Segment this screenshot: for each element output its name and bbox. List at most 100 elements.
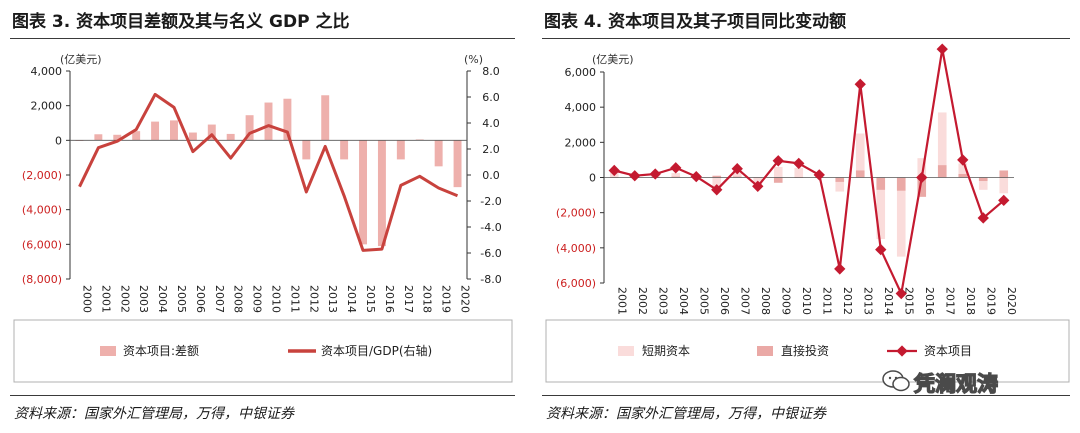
- point-capital-2009: [772, 155, 784, 167]
- bar-2003: [132, 131, 141, 141]
- bar-direct-invest-2019: [978, 177, 988, 182]
- bar-short-term-2019: [978, 177, 988, 190]
- point-capital-2006: [711, 184, 723, 196]
- x-tick-label: 2001: [615, 287, 628, 315]
- chart-title: 图表 3. 资本项目差额及其与名义 GDP 之比: [12, 12, 350, 32]
- x-tick-label: 2020: [459, 285, 472, 313]
- x-tick-label: 2020: [1005, 287, 1018, 315]
- y-tick-label-left: (4,000): [22, 204, 62, 217]
- bar-direct-invest-2004: [671, 176, 681, 178]
- y-tick-label-left: (6,000): [22, 238, 62, 251]
- y-axis-label-right: (%): [464, 53, 483, 66]
- bar-2017: [396, 140, 405, 160]
- y-tick-label-left: (8,000): [22, 273, 62, 286]
- source-divider: [10, 395, 515, 396]
- y-tick-label: 4,000: [565, 101, 597, 114]
- point-capital-2014: [875, 243, 887, 256]
- x-tick-label: 2003: [137, 285, 150, 313]
- bar-direct-invest-2015: [896, 177, 906, 191]
- x-tick-label: 2018: [421, 285, 434, 313]
- y-tick-label-right: -2.0: [480, 195, 501, 208]
- y-tick-label: 6,000: [565, 66, 597, 79]
- legend-label-direct-invest: 直接投资: [781, 343, 829, 358]
- wechat-icon: [882, 370, 910, 392]
- chart-panel-capital-balance: 图表 3. 资本项目差额及其与名义 GDP 之比 (亿美元) (%) 4,000…: [0, 0, 525, 433]
- legend-swatch-bar: [100, 346, 116, 356]
- x-tick-label: 2000: [80, 285, 93, 313]
- chart-title: 图表 4. 资本项目及其子项目同比变动额: [544, 12, 847, 32]
- y-tick-label: (2,000): [556, 207, 596, 220]
- legend-swatch-short-term: [618, 346, 634, 356]
- y-tick-label-left: 0: [55, 134, 62, 147]
- bar-short-term-2018: [958, 163, 968, 178]
- x-tick-label: 2018: [964, 287, 977, 315]
- y-tick-label: 2,000: [565, 136, 597, 149]
- legend-label-line: 资本项目/GDP(右轴): [321, 343, 432, 358]
- series-line-gdp-ratio: [78, 92, 459, 252]
- bar-short-term-2015: [896, 177, 906, 257]
- point-capital-2015: [895, 287, 907, 300]
- x-tick-label: 2010: [270, 285, 283, 313]
- x-tick-label: 2007: [213, 285, 226, 313]
- x-tick-label: 2017: [943, 287, 956, 315]
- bar-2013: [321, 95, 330, 141]
- y-tick-label-left: 2,000: [31, 100, 63, 113]
- chart-svg: (亿美元) (%) 4,000 2,000 0 (2,000) (4,000) (6,00…: [13, 53, 513, 383]
- bar-short-term-2020: [999, 177, 1009, 194]
- x-tick-label: 2005: [175, 285, 188, 313]
- point-capital-2019: [977, 212, 989, 224]
- watermark-text: 凭澜观涛: [913, 371, 998, 396]
- point-capital-2013: [854, 78, 866, 90]
- bar-short-term-2006: [712, 177, 722, 189]
- legend-swatch-direct-invest: [757, 346, 773, 356]
- bar-2008: [226, 133, 235, 141]
- bar-2007: [207, 124, 216, 141]
- bar-direct-invest-2014: [876, 177, 886, 190]
- y-tick-label-right: 8.0: [482, 65, 500, 78]
- source-note: 资料来源：国家外汇管理局，万得，中银证券: [14, 406, 294, 422]
- x-tick-label: 2019: [984, 287, 997, 315]
- bar-short-term-2007: [732, 173, 742, 178]
- bar-direct-invest-2018: [958, 173, 968, 178]
- y-tick-label-right: 6.0: [482, 91, 500, 104]
- x-tick-label: 2005: [697, 287, 710, 315]
- x-tick-label: 2006: [194, 285, 207, 313]
- chart-panel-capital-subitems: 图表 4. 资本项目及其子项目同比变动额 (亿美元) 6,000 4,000 2,0…: [532, 0, 1080, 433]
- x-tick-label: 2008: [759, 287, 772, 315]
- point-capital-2005: [690, 170, 702, 183]
- x-tick-label: 2003: [656, 287, 669, 315]
- bar-direct-invest-2016: [917, 177, 927, 197]
- x-tick-label: 2007: [738, 287, 751, 315]
- bar-short-term-2004: [671, 173, 681, 178]
- point-capital-2010: [793, 157, 805, 170]
- y-tick-label-left: (2,000): [22, 169, 62, 182]
- point-capital-2016: [916, 171, 928, 184]
- x-tick-label: 2016: [383, 285, 396, 313]
- bar-2016: [377, 140, 386, 247]
- x-tick-label: 2014: [882, 287, 895, 315]
- chart-svg: (亿美元) 6,000 4,000 2,000 0 (2,000) (4,000) (6,0…: [545, 43, 1070, 383]
- y-tick-label-right: 4.0: [482, 117, 500, 130]
- bar-2005: [170, 120, 178, 141]
- y-tick-label: 0: [589, 172, 596, 185]
- bar-short-term-2014: [876, 177, 886, 240]
- x-tick-label: 2004: [677, 287, 690, 315]
- bar-short-term-2012: [835, 177, 845, 192]
- point-capital-2020: [998, 194, 1010, 207]
- bar-2002: [113, 134, 122, 141]
- x-tick-label: 2019: [440, 285, 453, 313]
- source-note: 资料来源：国家外汇管理局，万得，中银证券: [546, 406, 826, 422]
- bar-short-term-2013: [855, 133, 865, 178]
- bar-2012: [302, 140, 311, 160]
- x-tick-label: 2013: [861, 287, 874, 315]
- point-capital-2008: [752, 180, 764, 192]
- bar-2004: [151, 121, 160, 141]
- legend-frame: [545, 319, 1070, 383]
- bar-2010: [264, 102, 273, 141]
- x-tick-label: 2014: [345, 285, 358, 313]
- x-tick-label: 2013: [326, 285, 339, 313]
- y-axis-label: (亿美元): [592, 53, 634, 66]
- legend-frame: [13, 319, 513, 383]
- bar-direct-invest-2007: [732, 176, 742, 178]
- legend-label-short-term: 短期资本: [642, 344, 690, 358]
